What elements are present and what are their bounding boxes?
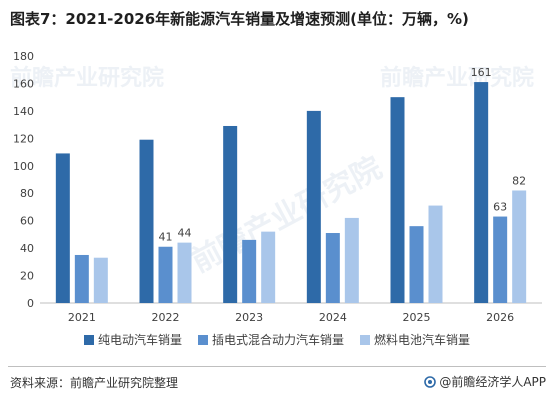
brand-logo-icon [424,375,437,388]
x-tick-label: 2025 [403,311,431,324]
bar-3-2026 [512,190,527,303]
legend-label-2: 插电式混合动力汽车销量 [212,332,344,347]
bar-2-2024 [325,233,340,303]
bar-2-2023 [242,239,257,303]
y-tick-label: 180 [13,50,34,63]
y-tick-label: 80 [20,187,34,200]
data-label: 63 [493,201,507,214]
bar-3-2025 [428,205,443,303]
bar-1-2023 [223,125,238,303]
brand-text: @前瞻经济学人APP [439,375,546,389]
x-tick-label: 2022 [152,311,180,324]
x-tick-label: 2026 [486,311,514,324]
y-tick-label: 20 [20,270,34,283]
x-tick-label: 2024 [319,311,347,324]
chart-title: 图表7：2021-2026年新能源汽车销量及增速预测(单位：万辆，%) [10,10,469,28]
y-tick-label: 0 [27,297,34,310]
legend-swatch-1 [84,335,94,345]
data-label: 41 [159,231,173,244]
bar-1-2025 [390,97,405,304]
y-tick-label: 60 [20,215,34,228]
bar-2-2021 [74,254,89,303]
bar-3-2023 [261,231,276,303]
y-tick-label: 140 [13,105,34,118]
x-tick-label: 2023 [235,311,263,324]
bar-2-2025 [409,226,424,303]
data-label: 161 [471,66,492,79]
legend-swatch-3 [360,335,370,345]
bar-1-2024 [306,110,321,303]
legend-label-1: 纯电动汽车销量 [98,332,182,347]
brand-mark: @前瞻经济学人APP [424,373,546,390]
source-note: 资料来源：前瞻产业研究院整理 [10,376,179,390]
bar-1-2022 [139,139,154,303]
footer-divider [8,366,546,367]
y-tick-label: 40 [20,242,34,255]
bar-3-2022 [177,242,192,303]
data-label: 82 [512,174,526,187]
legend-swatch-2 [198,335,208,345]
bar-3-2024 [344,217,359,303]
y-tick-label: 160 [13,77,34,90]
legend-label-3: 燃料电池汽车销量 [374,332,470,347]
data-label: 44 [178,227,192,240]
bar-2-2026 [493,216,508,303]
x-tick-label: 2021 [68,311,96,324]
bar-1-2026 [474,82,489,303]
y-tick-label: 120 [13,132,34,145]
y-tick-label: 100 [13,160,34,173]
bar-2-2022 [158,246,173,303]
bar-1-2021 [55,153,70,303]
bar-3-2021 [93,257,108,303]
